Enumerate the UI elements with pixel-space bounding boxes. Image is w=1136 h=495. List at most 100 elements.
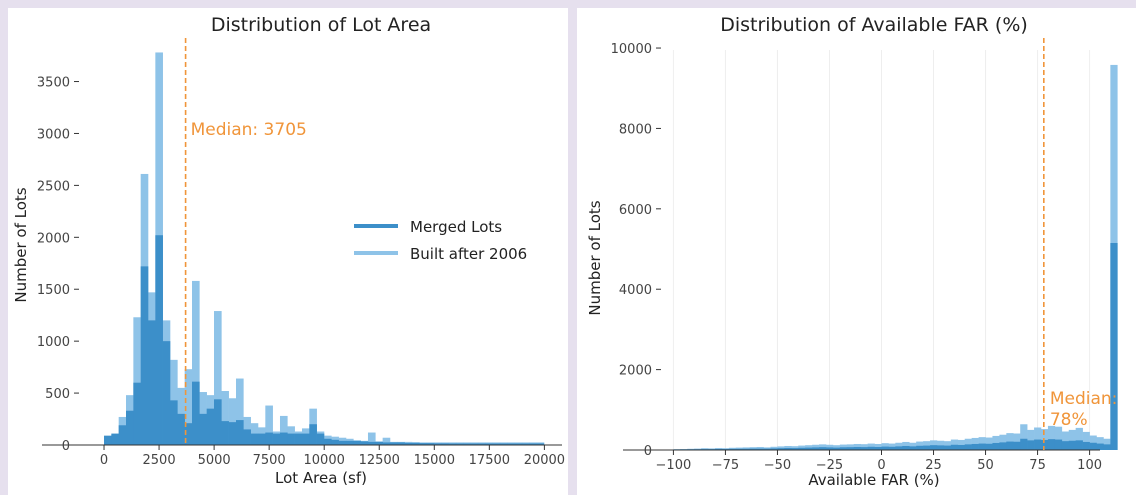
merged-lots-bar xyxy=(257,433,266,445)
x-tick-label: 15000 xyxy=(414,453,455,468)
y-tick-label: 2000 xyxy=(619,364,652,379)
built-after-2006-bar xyxy=(825,444,834,450)
built-after-2006-bar xyxy=(221,391,229,445)
merged-lots-bar xyxy=(360,441,369,445)
x-tick-label: 50 xyxy=(977,458,994,473)
merged-lots-bar xyxy=(1061,441,1070,450)
merged-lots-bar xyxy=(777,448,785,450)
merged-lots-bar xyxy=(888,446,896,450)
merged-lots-bar xyxy=(1013,441,1021,450)
merged-lots-bar xyxy=(1082,441,1090,450)
merged-lots-bar xyxy=(250,433,259,445)
merged-lots-bar xyxy=(1034,439,1042,450)
merged-lots-bar xyxy=(148,320,156,445)
built-after-2006-bar xyxy=(812,444,820,450)
merged-lots-bar xyxy=(1047,439,1056,450)
merged-lots-bar xyxy=(485,443,493,445)
built-after-2006-bar xyxy=(1041,429,1049,450)
merged-lots-bar xyxy=(463,443,471,445)
built-after-2006-bar xyxy=(798,445,806,450)
lot-area-legend: Merged Lots Built after 2006 xyxy=(354,218,527,263)
merged-lots-bar xyxy=(111,433,119,445)
built-after-2006-bar xyxy=(192,280,200,445)
merged-lots-bar xyxy=(1110,242,1118,450)
merged-lots-bar xyxy=(798,447,806,450)
merged-lots-bar xyxy=(177,413,185,445)
merged-lots-bar xyxy=(895,446,903,450)
lot-area-axes: 0 2500 5000 7500 10000 12500 15000 17500 20000 0 5… xyxy=(37,76,565,468)
y-tick-label: 0 xyxy=(62,439,70,454)
available-far-axes: −100 −75 −50 −25 0 25 50 75 100 0 2000 4000 6000 8000… xyxy=(611,42,1102,473)
y-tick-label: 10000 xyxy=(611,42,652,57)
built-after-2006-bar xyxy=(902,441,910,450)
merged-lots-bar xyxy=(971,443,979,450)
merged-lots-bar xyxy=(978,443,986,450)
merged-lots-bar xyxy=(770,448,778,450)
merged-lots-bar xyxy=(832,447,841,450)
merged-lots-bar xyxy=(104,435,112,445)
available-far-grid xyxy=(672,50,1091,450)
y-tick-label: 4000 xyxy=(619,283,652,298)
merged-lots-bar xyxy=(214,399,222,445)
right-chart-panel xyxy=(577,8,1136,495)
merged-lots-bar xyxy=(389,442,398,445)
built-after-2006-bar xyxy=(1061,431,1070,450)
merged-lots-bar xyxy=(867,446,875,450)
legend-label-merged-lots: Merged Lots xyxy=(410,218,502,236)
y-tick-label: 2500 xyxy=(37,179,70,194)
merged-lots-bar xyxy=(353,440,361,445)
merged-lots-bar xyxy=(499,443,508,445)
merged-lots-bar xyxy=(221,421,229,445)
merged-lots-bar xyxy=(140,266,149,445)
merged-lots-bar xyxy=(853,446,861,450)
merged-lots-bar xyxy=(155,235,163,445)
merged-lots-bar xyxy=(419,443,427,445)
built-after-2006-bar xyxy=(1082,431,1090,450)
merged-lots-bar xyxy=(367,441,376,445)
y-tick-label: 500 xyxy=(45,387,70,402)
merged-lots-bar xyxy=(805,447,813,450)
merged-lots-bar xyxy=(397,442,405,445)
lot-area-y-axis-label: Number of Lots xyxy=(12,187,30,302)
merged-lots-bar xyxy=(309,424,317,445)
merged-lots-bar xyxy=(999,442,1007,450)
y-tick-label: 3500 xyxy=(37,76,70,91)
merged-lots-bar xyxy=(819,447,827,450)
merged-lots-bar xyxy=(199,413,207,445)
y-tick-label: 3000 xyxy=(37,127,70,142)
x-tick-label: 5000 xyxy=(198,453,231,468)
built-after-2006-bar xyxy=(265,405,273,445)
built-after-2006-bar xyxy=(742,447,750,450)
x-tick-label: −25 xyxy=(816,458,843,473)
x-tick-label: −50 xyxy=(764,458,791,473)
x-tick-label: 12500 xyxy=(359,453,400,468)
built-after-2006-bar xyxy=(957,439,966,450)
merged-lots-bar xyxy=(1027,440,1035,450)
merged-lots-bar xyxy=(1041,439,1049,450)
merged-lots-bar xyxy=(243,429,251,445)
merged-lots-bar xyxy=(923,445,931,450)
built-after-2006-bar xyxy=(874,443,882,450)
merged-lots-bar xyxy=(791,448,799,450)
merged-lots-bar xyxy=(839,447,848,450)
merged-lots-bar xyxy=(881,446,889,450)
available-far-chart-title: Distribution of Available FAR (%) xyxy=(720,14,1028,36)
merged-lots-bar xyxy=(909,446,917,450)
built-after-2006-bar xyxy=(133,317,141,445)
y-tick-label: 1000 xyxy=(37,335,70,350)
merged-lots-bar xyxy=(728,448,737,450)
available-far-chart: Distribution of Available FAR (%) Availa… xyxy=(586,14,1118,489)
merged-lots-bar xyxy=(749,448,757,450)
merged-lots-bar xyxy=(825,447,834,450)
x-tick-label: 2500 xyxy=(143,453,176,468)
built-after-2006-bar xyxy=(756,446,764,450)
merged-lots-bar xyxy=(170,400,178,445)
merged-lots-bar xyxy=(936,445,945,450)
merged-lots-bar xyxy=(236,420,244,445)
merged-lots-bar xyxy=(812,447,820,450)
merged-lots-bar xyxy=(950,444,959,450)
merged-lots-bar xyxy=(1103,444,1111,450)
merged-lots-bar xyxy=(382,442,391,445)
merged-lots-bar xyxy=(375,441,383,445)
